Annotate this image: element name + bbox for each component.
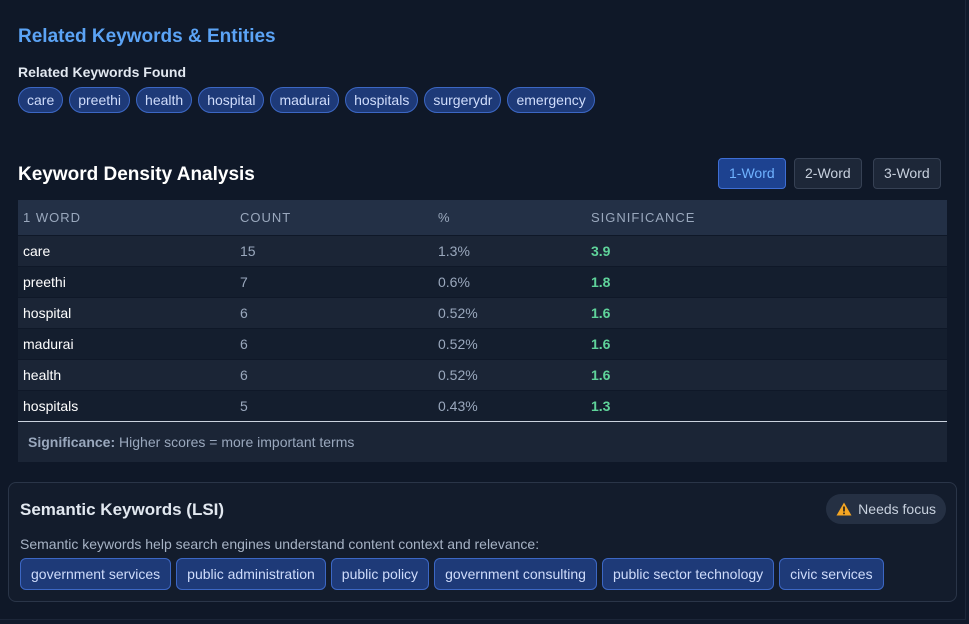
keyword-chip[interactable]: surgerydr [424, 87, 502, 113]
cell-percent: 0.43% [438, 398, 478, 414]
keyword-chip[interactable]: health [136, 87, 193, 113]
related-keywords-list: care preethi health hospital madurai hos… [18, 87, 595, 113]
cell-percent: 0.52% [438, 336, 478, 352]
tab-1-word[interactable]: 1-Word [718, 158, 786, 189]
significance-note: Significance: Higher scores = more impor… [18, 422, 947, 462]
semantic-keyword-chip[interactable]: public administration [176, 558, 326, 590]
cell-significance: 1.6 [591, 305, 611, 321]
table-header: 1 WORD COUNT % SIGNIFICANCE [18, 200, 947, 236]
tab-3-word[interactable]: 3-Word [873, 158, 941, 189]
table-row: hospitals 5 0.43% 1.3 [18, 391, 947, 422]
significance-note-text: Higher scores = more important terms [115, 434, 355, 450]
cell-percent: 0.6% [438, 274, 470, 290]
table-row: preethi 7 0.6% 1.8 [18, 267, 947, 298]
column-header-significance[interactable]: SIGNIFICANCE [591, 210, 696, 225]
cell-percent: 1.3% [438, 243, 470, 259]
semantic-keyword-chip[interactable]: civic services [779, 558, 884, 590]
table-body: care 15 1.3% 3.9 preethi 7 0.6% 1.8 hosp… [18, 236, 947, 422]
cell-word: hospitals [23, 398, 79, 414]
cell-significance: 1.6 [591, 336, 611, 352]
column-header-percent[interactable]: % [438, 210, 451, 225]
keyword-chip[interactable]: madurai [270, 87, 340, 113]
cell-percent: 0.52% [438, 305, 478, 321]
keyword-chip[interactable]: preethi [69, 87, 131, 113]
cell-count: 6 [240, 336, 248, 352]
cell-significance: 1.6 [591, 367, 611, 383]
keyword-density-table: 1 WORD COUNT % SIGNIFICANCE care 15 1.3%… [18, 200, 947, 462]
column-header-word[interactable]: 1 WORD [23, 210, 81, 225]
tab-2-word[interactable]: 2-Word [794, 158, 862, 189]
table-row: health 6 0.52% 1.6 [18, 360, 947, 391]
cell-word: care [23, 243, 51, 259]
keyword-chip[interactable]: emergency [507, 87, 595, 113]
related-keywords-found-label: Related Keywords Found [18, 64, 187, 80]
keyword-chip[interactable]: hospital [198, 87, 265, 113]
semantic-keywords-card: Semantic Keywords (LSI) Needs focus Sema… [8, 482, 957, 602]
cell-count: 6 [240, 367, 248, 383]
cell-significance: 3.9 [591, 243, 611, 259]
table-row: care 15 1.3% 3.9 [18, 236, 947, 267]
semantic-keywords-list: government services public administratio… [20, 558, 884, 590]
table-row: hospital 6 0.52% 1.6 [18, 298, 947, 329]
semantic-keywords-title: Semantic Keywords (LSI) [20, 500, 225, 519]
needs-focus-badge: Needs focus [826, 494, 946, 524]
semantic-keyword-chip[interactable]: public sector technology [601, 558, 775, 590]
warning-icon [836, 502, 852, 516]
cell-word: preethi [23, 274, 66, 290]
keyword-chip[interactable]: care [18, 87, 64, 113]
semantic-keyword-chip[interactable]: government services [20, 558, 172, 590]
cell-count: 6 [240, 305, 248, 321]
needs-focus-label: Needs focus [858, 501, 936, 517]
semantic-keywords-description: Semantic keywords help search engines un… [20, 536, 540, 552]
column-header-count[interactable]: COUNT [240, 210, 292, 225]
semantic-keyword-chip[interactable]: public policy [330, 558, 430, 590]
table-row: madurai 6 0.52% 1.6 [18, 329, 947, 360]
cell-word: hospital [23, 305, 72, 321]
cell-percent: 0.52% [438, 367, 478, 383]
related-keywords-title: Related Keywords & Entities [18, 26, 276, 47]
cell-count: 5 [240, 398, 248, 414]
keyword-chip[interactable]: hospitals [345, 87, 419, 113]
cell-count: 7 [240, 274, 248, 290]
cell-word: madurai [23, 336, 74, 352]
cell-significance: 1.8 [591, 274, 611, 290]
cell-significance: 1.3 [591, 398, 611, 414]
cell-count: 15 [240, 243, 256, 259]
keyword-density-title: Keyword Density Analysis [18, 164, 255, 185]
cell-word: health [23, 367, 62, 383]
significance-note-label: Significance: [28, 434, 116, 450]
semantic-keyword-chip[interactable]: government consulting [434, 558, 597, 590]
